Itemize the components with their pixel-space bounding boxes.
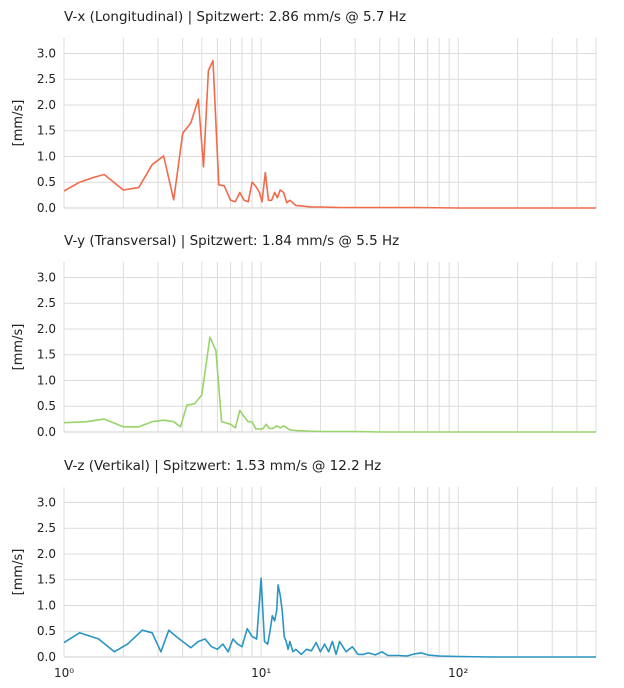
y-tick-label: 0.0 bbox=[37, 425, 56, 439]
y-tick-label: 1.0 bbox=[37, 149, 56, 163]
y-axis-label: [mm/s] bbox=[11, 324, 26, 371]
series-line-1 bbox=[63, 59, 596, 209]
y-axis-label: [mm/s] bbox=[11, 100, 26, 147]
y-tick-label: 2.0 bbox=[37, 322, 56, 336]
y-tick-label: 1.0 bbox=[37, 598, 56, 612]
y-tick-label: 0.0 bbox=[37, 650, 56, 664]
series-line-3 bbox=[63, 577, 596, 658]
y-axis-label: [mm/s] bbox=[11, 549, 26, 596]
x-tick-label: 10⁰ bbox=[54, 666, 74, 680]
chart-title: V-x (Longitudinal) | Spitzwert: 2.86 mm/… bbox=[64, 9, 406, 25]
chart-panel-3: 0.0 0.5 1.0 1.5 2.0 2.5 3.0 V-z (Vertikal) | Sp… bbox=[11, 458, 597, 680]
y-tick-label: 2.5 bbox=[37, 72, 56, 86]
x-tick-label: 10² bbox=[448, 666, 468, 680]
y-tick-label: 3.0 bbox=[37, 46, 56, 60]
y-tick-label: 3.0 bbox=[37, 495, 56, 509]
chart-title: V-z (Vertikal) | Spitzwert: 1.53 mm/s @ … bbox=[64, 458, 381, 474]
y-tick-label: 3.0 bbox=[37, 270, 56, 284]
chart-panel-1: 0.0 0.5 1.0 1.5 2.0 2.5 3.0 V-x (Longitudinal) … bbox=[11, 9, 597, 215]
chart-panel-2: 0.0 0.5 1.0 1.5 2.0 2.5 3.0 V-y (Transversal) |… bbox=[11, 233, 597, 439]
y-tick-label: 2.0 bbox=[37, 547, 56, 561]
y-tick-label: 0.5 bbox=[37, 624, 56, 638]
y-tick-label: 1.5 bbox=[37, 124, 56, 138]
y-tick-label: 0.0 bbox=[37, 201, 56, 215]
y-tick-label: 1.5 bbox=[37, 348, 56, 362]
y-tick-label: 2.5 bbox=[37, 521, 56, 535]
y-tick-label: 0.5 bbox=[37, 175, 56, 189]
x-tick-label: 10¹ bbox=[251, 666, 271, 680]
y-tick-label: 0.5 bbox=[37, 399, 56, 413]
y-tick-label: 1.0 bbox=[37, 373, 56, 387]
y-tick-label: 2.0 bbox=[37, 98, 56, 112]
y-tick-label: 2.5 bbox=[37, 296, 56, 310]
y-tick-label: 1.5 bbox=[37, 573, 56, 587]
series-line-2 bbox=[63, 336, 596, 433]
chart-title: V-y (Transversal) | Spitzwert: 1.84 mm/s… bbox=[64, 233, 399, 249]
